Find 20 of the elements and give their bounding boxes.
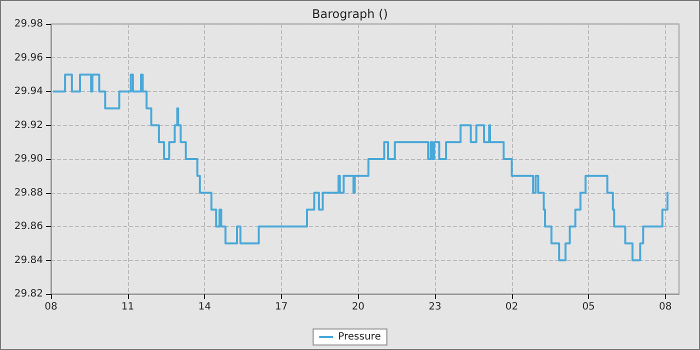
y-tick-label: 29.86 (14, 221, 43, 232)
y-tick-label: 29.98 (14, 18, 43, 30)
x-tick-label: 02 (505, 302, 518, 312)
x-tick-label: 20 (352, 302, 365, 312)
y-tick-label: 29.82 (14, 288, 43, 300)
x-tick-label: 08 (658, 302, 672, 312)
x-tick-label: 23 (428, 302, 442, 312)
y-tick-label: 29.94 (14, 86, 43, 97)
x-tick-label: 05 (582, 302, 595, 312)
chart-title: Barograph () (312, 7, 388, 21)
x-tick-label: 17 (275, 302, 288, 312)
x-tick-label: 11 (121, 302, 134, 312)
y-tick-label: 29.88 (14, 187, 43, 198)
x-tick-label: 08 (44, 302, 58, 312)
x-tick-label: 14 (198, 302, 211, 312)
y-tick-label: 29.96 (14, 52, 43, 64)
legend-label: Pressure (338, 332, 381, 342)
y-tick-label: 29.90 (14, 154, 43, 164)
y-tick-label: 29.92 (14, 120, 43, 131)
y-tick-label: 29.84 (14, 254, 43, 266)
